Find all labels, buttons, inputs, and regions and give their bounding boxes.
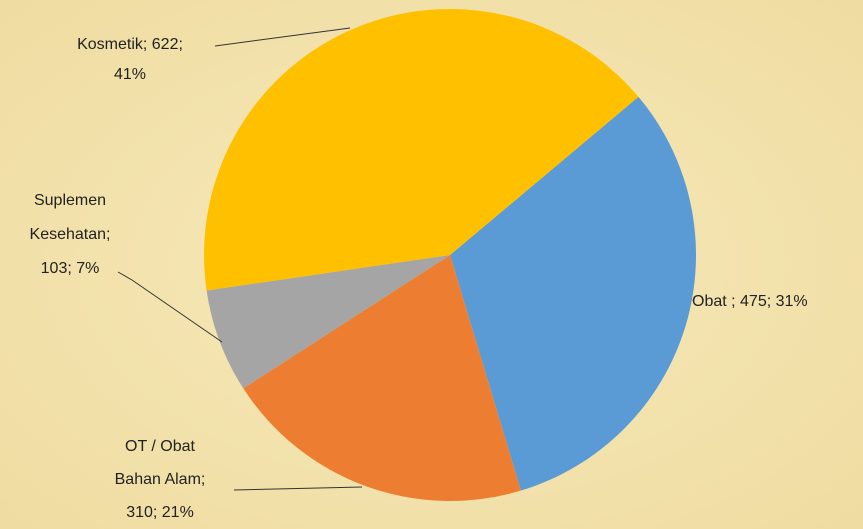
data-label: 310; 21%: [126, 504, 194, 521]
pie-slice: [203, 8, 639, 291]
data-label: 103; 7%: [41, 260, 100, 277]
pie-slice: [243, 255, 521, 501]
data-label: 41%: [114, 66, 146, 83]
pie-slice: [450, 96, 696, 491]
leader-line: [214, 27, 351, 47]
leader-line: [233, 486, 363, 491]
data-label: Kosmetik; 622;: [77, 36, 183, 53]
data-label: OT / Obat: [125, 438, 196, 455]
pie-slice: [206, 255, 450, 389]
data-labels: Obat ; 475; 31% OT / Obat Bahan Alam; 310; …: [30, 36, 808, 521]
data-label: Kesehatan;: [30, 226, 111, 243]
data-label: Obat ; 475; 31%: [692, 293, 808, 310]
pie: [203, 8, 696, 501]
leader-line: [117, 271, 223, 343]
data-label: Suplemen: [34, 192, 106, 209]
data-label: Bahan Alam;: [115, 471, 206, 488]
